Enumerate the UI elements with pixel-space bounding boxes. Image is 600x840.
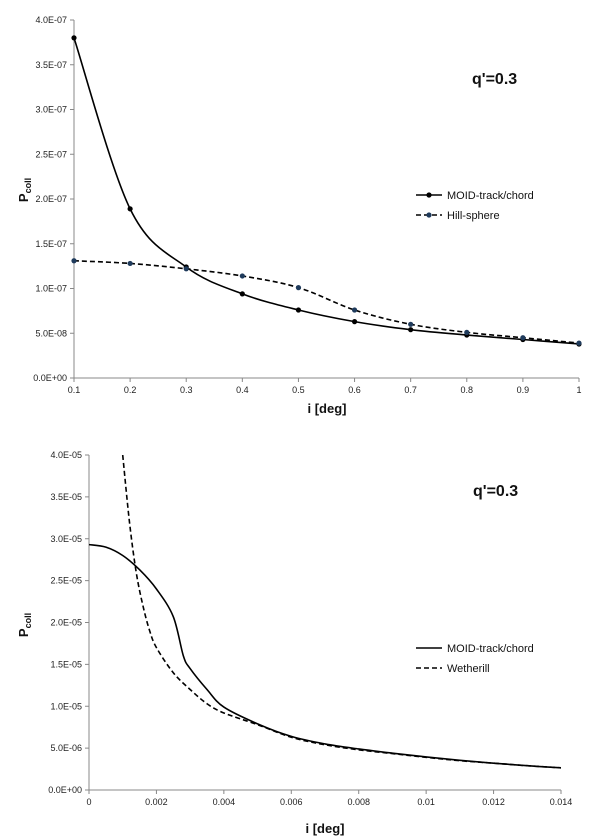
chart1-legend-label: Hill-sphere — [447, 210, 500, 222]
chart1-series-0-point — [71, 35, 77, 41]
chart2-x-tick-label: 0.012 — [482, 797, 505, 807]
chart2-xlabel: i [deg] — [306, 821, 345, 836]
chart1-annotation: q'=0.3 — [472, 71, 517, 88]
chart2-x-tick-label: 0.002 — [145, 797, 168, 807]
chart2-x-tick-label: 0.004 — [213, 797, 236, 807]
chart1-series-0-point — [351, 319, 358, 325]
chart2-x-tick-label: 0.014 — [550, 797, 573, 807]
chart2-legend-label: MOID-track/chord — [447, 643, 534, 655]
chart2-ylabel-sub: coll — [23, 613, 33, 629]
chart2-ylabel: Pcoll — [16, 613, 33, 637]
chart2-y-tick-label: 2.5E-05 — [50, 576, 82, 586]
chart2-legend-label: Wetherill — [447, 663, 490, 675]
chart2-x-tick-label: 0 — [86, 797, 91, 807]
chart2-y-tick-label: 3.5E-05 — [50, 492, 82, 502]
chart1-y-tick-label: 2.5E-07 — [35, 149, 67, 159]
chart-bottom: q'=0.3 i [deg] Pcoll 0.0E+00 5.0E-06 1.0E-… — [16, 450, 573, 836]
chart1-series-0-point — [127, 206, 133, 212]
chart1-x-tick-label: 0.3 — [180, 385, 193, 395]
chart1-series-0-point — [295, 307, 302, 313]
chart1-x-tick-label: 0.1 — [68, 385, 81, 395]
chart2-x-tick-label: 0.006 — [280, 797, 303, 807]
chart1-series-1-point — [520, 335, 526, 341]
chart1-series-1-point — [408, 321, 414, 327]
chart1-y-tick-label: 4.0E-07 — [35, 15, 67, 25]
chart1-series-1-point — [576, 340, 582, 346]
chart1-series-1-point — [464, 329, 470, 335]
chart1-x-tick-label: 0.5 — [292, 385, 305, 395]
chart1-series-0-point — [408, 327, 414, 333]
chart1-legend-marker — [426, 192, 432, 198]
chart2-series-solid-line — [89, 543, 561, 769]
chart1-ylabel: Pcoll — [16, 178, 33, 202]
chart2-ylabel-main: P — [16, 628, 31, 637]
chart-top: q'=0.3 i [deg] Pcoll 0.0E+00 5.0E-08 1.0E-… — [16, 15, 582, 416]
chart1-series-dashed-line — [74, 259, 579, 344]
chart1-y-tick-label: 3.5E-07 — [35, 60, 67, 70]
chart2-y-tick-label: 1.5E-05 — [50, 659, 82, 669]
chart2-x-tick-label: 0.01 — [417, 797, 435, 807]
svg-text:Pcoll: Pcoll — [16, 613, 33, 637]
chart1-ylabel-sub: coll — [23, 178, 33, 194]
chart1-x-tick-label: 0.9 — [517, 385, 530, 395]
chart1-x-tick-label: 0.4 — [236, 385, 249, 395]
chart1-series-0-point — [239, 291, 245, 297]
chart2-y-tick-label: 3.0E-05 — [50, 534, 82, 544]
chart1-series-1-point — [239, 273, 245, 279]
chart1-series-1-point — [295, 285, 302, 291]
chart1-xlabel: i [deg] — [308, 401, 347, 416]
chart1-y-tick-label: 2.0E-07 — [35, 194, 67, 204]
chart1-series-1-point — [183, 266, 189, 272]
chart1-x-tick-label: 1 — [576, 385, 581, 395]
chart1-legend-marker — [426, 212, 432, 218]
chart1-ylabel-main: P — [16, 193, 31, 202]
chart1-y-tick-label: 1.5E-07 — [35, 239, 67, 249]
chart1-x-tick-label: 0.6 — [348, 385, 361, 395]
chart2-y-tick-label: 4.0E-05 — [50, 450, 82, 460]
chart2-x-tick-label: 0.008 — [347, 797, 370, 807]
chart1-series-1-point — [351, 307, 358, 313]
chart2-y-tick-label: 0.0E+00 — [48, 785, 82, 795]
chart1-y-tick-label: 3.0E-07 — [35, 105, 67, 115]
chart2-y-tick-label: 1.0E-05 — [50, 701, 82, 711]
chart1-y-tick-label: 0.0E+00 — [33, 373, 67, 383]
chart1-y-tick-label: 5.0E-08 — [35, 328, 67, 338]
chart2-y-tick-label: 2.0E-05 — [50, 618, 82, 628]
chart1-x-tick-label: 0.7 — [404, 385, 417, 395]
chart1-x-tick-label: 0.8 — [461, 385, 474, 395]
svg-text:Pcoll: Pcoll — [16, 178, 33, 202]
chart2-y-tick-label: 5.0E-06 — [50, 743, 82, 753]
chart2-series-dashed-line — [121, 455, 561, 769]
chart1-series-1-point — [71, 258, 77, 264]
chart1-legend-label: MOID-track/chord — [447, 190, 534, 202]
chart1-series-1-point — [127, 260, 133, 267]
chart1-y-tick-label: 1.0E-07 — [35, 284, 67, 294]
chart2-annotation: q'=0.3 — [473, 483, 518, 500]
chart1-x-tick-label: 0.2 — [124, 385, 137, 395]
